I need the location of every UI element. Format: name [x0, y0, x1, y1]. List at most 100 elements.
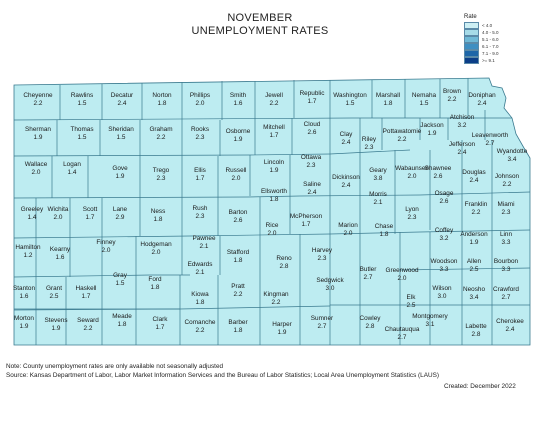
- county-boundary: [13, 117, 353, 121]
- county-name: Miami: [497, 201, 514, 208]
- county-name: Johnson: [495, 173, 520, 180]
- county-name: Greenwood: [385, 267, 418, 274]
- county-rate: 2.8: [472, 331, 481, 338]
- county-rate: 2.5: [470, 266, 479, 273]
- county-rate: 2.7: [486, 140, 495, 147]
- county-name: Russell: [226, 167, 247, 174]
- county-name: Linn: [500, 231, 513, 238]
- county-name: Trego: [153, 167, 170, 174]
- county-name: Cowley: [360, 315, 382, 322]
- legend-item: 6.1 - 7.0: [464, 43, 544, 50]
- county-rate: 2.9: [116, 214, 125, 221]
- county-name: Wabaunsee: [395, 165, 429, 172]
- county-rate: 1.5: [420, 100, 429, 107]
- county-name: Gray: [113, 272, 128, 279]
- county-name: Ellsworth: [261, 188, 287, 195]
- legend-label: 5.1 - 6.0: [482, 37, 499, 42]
- county-rate: 1.8: [151, 284, 160, 291]
- county-rate: 1.7: [86, 214, 95, 221]
- county-name: Cheyenne: [23, 92, 53, 99]
- county-boundary: [329, 231, 421, 235]
- county-rate: 2.6: [434, 173, 443, 180]
- county-name: Reno: [276, 255, 292, 262]
- county-name: Crawford: [493, 286, 519, 293]
- county-rate: 2.3: [318, 255, 327, 262]
- county-name: Harper: [272, 321, 292, 328]
- note-text: Note: County unemployment rates are only…: [6, 363, 224, 370]
- county-rate: 2.2: [234, 291, 243, 298]
- county-name: Cloud: [304, 121, 321, 128]
- county-name: Gove: [112, 165, 128, 172]
- county-rate: 1.9: [428, 130, 437, 137]
- county-name: Dickinson: [332, 174, 360, 181]
- county-rate: 3.1: [426, 321, 435, 328]
- county-name: Clark: [153, 316, 169, 323]
- county-rate: 1.8: [234, 327, 243, 334]
- legend-item: >= 9.1: [464, 57, 544, 64]
- county-name: Clay: [340, 131, 354, 138]
- county-rate: 2.0: [54, 214, 63, 221]
- county-name: Rush: [193, 205, 208, 212]
- county-name: Osage: [435, 190, 454, 197]
- legend-label: 4.0 - 5.0: [482, 30, 499, 35]
- county-rate: 1.8: [384, 100, 393, 107]
- county-rate: 1.7: [82, 293, 91, 300]
- county-rate: 1.9: [20, 323, 29, 330]
- county-rate: 2.7: [502, 294, 511, 301]
- county-rate: 1.8: [380, 231, 389, 238]
- county-rate: 1.5: [78, 100, 87, 107]
- county-name: Morton: [14, 315, 34, 322]
- county-rate: 1.7: [302, 221, 311, 228]
- legend-label: 7.1 - 9.0: [482, 51, 499, 56]
- county-name: Pawnee: [192, 235, 216, 242]
- county-rate: 2.2: [272, 299, 281, 306]
- county-rate: 2.0: [398, 275, 407, 282]
- county-name: Stevens: [44, 317, 67, 324]
- county-rate: 1.9: [270, 167, 279, 174]
- county-rate: 2.2: [448, 96, 457, 103]
- county-name: Sumner: [311, 315, 334, 322]
- county-rate: 2.2: [503, 181, 512, 188]
- county-rate: 2.3: [408, 214, 417, 221]
- county-rate: 1.2: [24, 252, 33, 259]
- county-name: Lyon: [405, 206, 419, 213]
- county-rate: 2.7: [398, 334, 407, 341]
- county-rate: 1.6: [56, 254, 65, 261]
- county-name: Labette: [465, 323, 487, 330]
- legend-swatch: [464, 36, 479, 43]
- legend-item: 4.0 - 5.0: [464, 29, 544, 36]
- county-name: Woodson: [431, 258, 458, 265]
- county-name: Kiowa: [191, 291, 209, 298]
- county-name: Stanton: [13, 285, 35, 292]
